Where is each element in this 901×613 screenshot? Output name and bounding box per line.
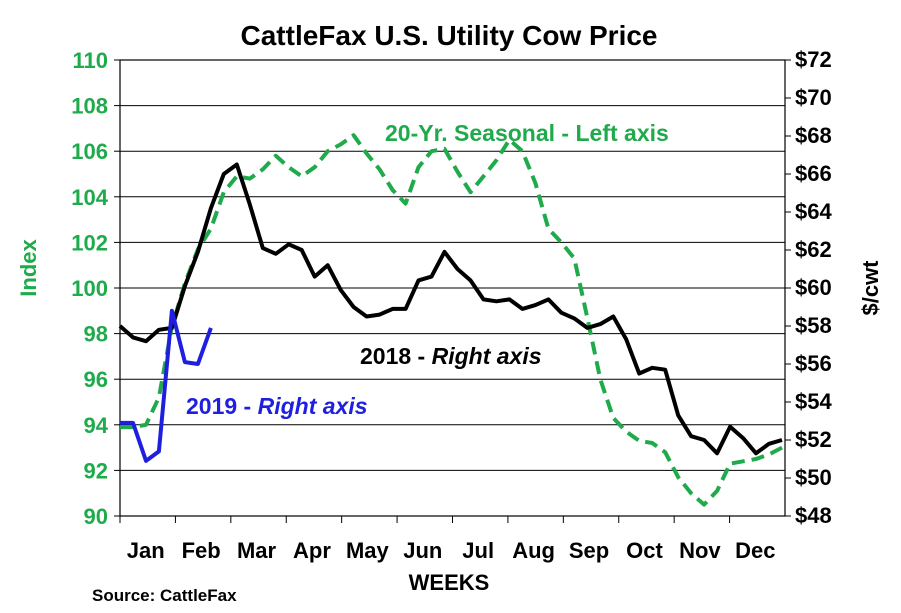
left-tick-label: 98: [84, 322, 108, 347]
left-tick-label: 90: [84, 504, 108, 529]
series-line-2018: [118, 162, 783, 456]
left-axis-ticks: 90 92 94 96 98 100 102 104 106 108 110: [71, 48, 120, 529]
right-tick-label: $72: [795, 47, 832, 72]
left-tick-label: 104: [71, 185, 108, 210]
x-axis-ticks: Jan Feb Mar Apr May Jun Jul Aug Sep Oct Nov Dec: [119, 516, 775, 563]
x-tick-label: Aug: [512, 538, 555, 563]
annotation-seasonal: 20-Yr. Seasonal - Left axis: [385, 120, 669, 146]
left-tick-label: 106: [71, 139, 108, 164]
series-line-20-yr-seasonal: [120, 133, 783, 507]
annotation-2019-year: 2019 -: [186, 393, 258, 419]
right-tick-label: $70: [795, 85, 832, 110]
series-line-2019: [120, 308, 213, 463]
x-axis-title: WEEKS: [409, 570, 490, 595]
annotation-2018-axis: Right axis: [432, 343, 542, 369]
x-tick-label: Jan: [127, 538, 165, 563]
series-layer: [118, 133, 783, 507]
x-tick-label: Oct: [626, 538, 663, 563]
right-tick-label: $58: [795, 313, 832, 338]
annotation-2019: 2019 - Right axis: [186, 393, 368, 419]
right-tick-label: $52: [795, 427, 832, 452]
right-axis-title: $/cwt: [858, 260, 883, 316]
right-axis-ticks: $48 $50 $52 $54 $56 $58 $60 $62 $64 $66 $68 $70 $72: [785, 47, 832, 528]
x-tick-label: Nov: [679, 538, 721, 563]
left-tick-label: 100: [71, 276, 108, 301]
right-tick-label: $56: [795, 351, 832, 376]
x-tick-label: May: [346, 538, 390, 563]
x-tick-label: Apr: [293, 538, 331, 563]
left-tick-label: 110: [73, 48, 109, 73]
left-tick-label: 92: [84, 458, 108, 483]
left-tick-label: 108: [71, 94, 108, 119]
annotation-2018-year: 2018 -: [360, 343, 432, 369]
left-tick-label: 96: [84, 367, 108, 392]
right-tick-label: $50: [795, 465, 832, 490]
x-tick-label: Dec: [735, 538, 775, 563]
x-tick-label: Jun: [403, 538, 442, 563]
x-tick-label: Mar: [237, 538, 277, 563]
x-tick-label: Sep: [569, 538, 609, 563]
left-axis-title: Index: [16, 239, 41, 297]
x-tick-label: Feb: [182, 538, 221, 563]
right-tick-label: $66: [795, 161, 832, 186]
x-tick-label: Jul: [462, 538, 494, 563]
left-tick-label: 94: [84, 413, 109, 438]
left-tick-label: 102: [71, 230, 108, 255]
right-tick-label: $64: [795, 199, 832, 224]
right-tick-label: $48: [795, 503, 832, 528]
right-tick-label: $60: [795, 275, 832, 300]
source-note: Source: CattleFax: [92, 586, 237, 605]
right-tick-label: $54: [795, 389, 832, 414]
right-tick-label: $68: [795, 123, 832, 148]
annotation-2019-axis: Right axis: [258, 393, 368, 419]
right-tick-label: $62: [795, 237, 832, 262]
annotation-2018: 2018 - Right axis: [360, 343, 542, 369]
chart-title: CattleFax U.S. Utility Cow Price: [241, 20, 658, 51]
